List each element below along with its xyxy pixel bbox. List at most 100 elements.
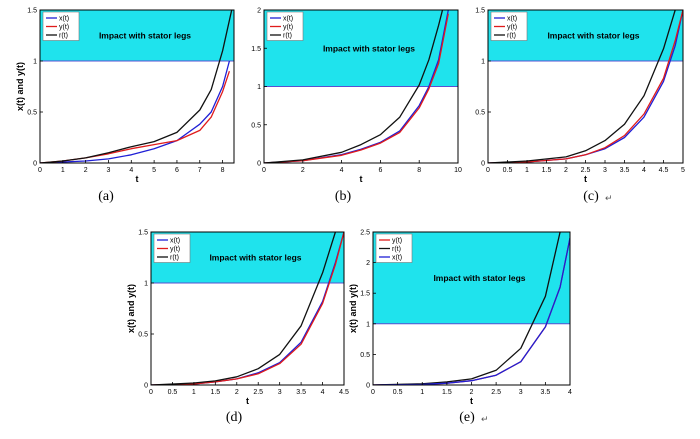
x-axis-label: t [360,174,363,184]
legend: x(t)y(t) r(t) [266,11,304,41]
legend-entry: x(t) [392,255,402,262]
x-tick-label: 1 [61,167,65,174]
x-tick-label: 4 [129,167,133,174]
x-tick-label: 4 [321,389,325,396]
y-tick-label: 2.5 [360,230,370,237]
panel-caption: (d) [226,410,243,425]
x-tick-label: 2 [470,389,474,396]
legend-entry: y(t) [170,246,180,253]
y-tick-label: 2 [257,8,261,15]
y-tick-label: 1 [257,84,261,91]
series-line-rt [488,10,676,163]
y-tick-label: 2 [366,260,370,267]
return-mark-icon: ↵ [605,193,613,203]
y-axis-label: x(t) and y(t) [348,284,358,333]
series-line-yt [40,70,231,163]
x-tick-label: 1.5 [442,389,452,396]
x-tick-label: 4 [340,167,344,174]
x-tick-label: 2.5 [581,167,591,174]
legend-entry: y(t) [392,238,402,245]
x-tick-label: 10 [454,167,462,174]
x-tick-label: 3 [603,167,607,174]
impact-annotation: Impact with stator legs [99,31,191,41]
legend-entry: r(t) [59,33,68,40]
x-tick-label: 6 [378,167,382,174]
y-tick-label: 0 [366,383,370,390]
legend-entry: r(t) [392,246,401,253]
y-tick-label: 1 [481,59,485,66]
x-axis-label: t [246,396,249,406]
x-axis-label: t [584,174,587,184]
x-tick-label: 2 [84,167,88,174]
x-tick-label: 2 [564,167,568,174]
y-tick-label: 1.5 [138,230,148,237]
series-line-yt [151,232,344,385]
legend-entry: x(t) [283,16,293,23]
impact-annotation: Impact with stator legs [547,31,639,41]
y-tick-label: 0.5 [360,352,370,359]
chart-panel-a: 0 1 2 3 4 5 6 7 8 0 0.5 1 1.5 t x(t) and y(t) Impact wi… [15,8,235,204]
series-line-xt [40,60,231,163]
x-tick-label: 0.5 [503,167,513,174]
x-tick-label: 5 [152,167,156,174]
y-tick-label: 0 [257,161,261,168]
y-tick-label: 0 [144,383,148,390]
x-tick-label: 7 [198,167,202,174]
y-tick-label: 1.5 [251,46,261,53]
y-tick-label: 1 [33,59,37,66]
legend: x(t)y(t) r(t) [42,11,80,41]
legend-entry: x(t) [59,16,69,23]
x-tick-label: 0 [262,167,266,174]
x-tick-label: 3.5 [296,389,306,396]
return-mark-icon: ↵ [481,414,489,424]
y-axis-label: x(t) and y(t) [126,284,136,333]
chart-panel-b: 0 2 4 6 8 10 0 0.5 1 1.5 2 t Impact with stator legs… [251,8,462,205]
y-tick-label: 1.5 [475,8,485,15]
x-tick-label: 3.5 [541,389,551,396]
y-axis-label: x(t) and y(t) [15,62,25,111]
series-line-rt [264,10,444,163]
legend-entry: y(t) [283,24,293,31]
legend-entry: r(t) [507,33,516,40]
x-tick-label: 0 [149,389,153,396]
y-tick-label: 0.5 [475,110,485,117]
x-tick-label: 3.5 [620,167,630,174]
series-line-rt [151,232,337,385]
legend-entry: y(t) [507,24,517,31]
x-tick-label: 0.5 [168,389,178,396]
legend: x(t)y(t) r(t) [153,233,191,263]
x-tick-label: 4.5 [339,389,349,396]
y-tick-label: 1 [144,281,148,288]
impact-annotation: Impact with stator legs [209,253,301,263]
impact-annotation: Impact with stator legs [323,43,415,53]
x-tick-label: 3 [519,389,523,396]
legend-entry: r(t) [170,255,179,262]
panel-caption: (e) [459,410,475,425]
legend: x(t)y(t) r(t) [490,11,528,41]
x-tick-label: 8 [417,167,421,174]
series-line-rt [40,10,233,163]
x-tick-label: 3 [107,167,111,174]
x-tick-label: 0 [371,389,375,396]
y-tick-label: 1.5 [27,8,37,15]
legend-entry: x(t) [507,16,517,23]
legend-entry: y(t) [59,24,69,31]
y-tick-label: 0.5 [27,110,37,117]
x-tick-label: 3 [278,389,282,396]
x-tick-label: 2 [235,389,239,396]
legend-entry: r(t) [283,33,292,40]
y-tick-label: 1 [366,321,370,328]
x-axis-label: t [470,396,473,406]
x-tick-label: 5 [681,167,685,174]
y-tick-label: 1.5 [360,291,370,298]
x-tick-label: 4 [642,167,646,174]
legend: y(t)r(t) x(t) [375,233,413,263]
panel-caption: (c) [583,189,599,204]
chart-panel-d: 0 0.5 1 1.5 2 2.5 3 3.5 4 4.5 0 0.5 1 1.5 t x(t) and y(… [126,230,349,426]
axes-frame [150,231,345,386]
x-tick-label: 0 [486,167,490,174]
x-tick-label: 1.5 [210,389,220,396]
chart-panel-c: 0 0.5 1 1.5 2 2.5 3 3.5 4 4.5 5 0 0.5 1 1.5 t Impact wit… [475,8,685,205]
legend-box [153,233,191,263]
x-tick-label: 0 [38,167,42,174]
